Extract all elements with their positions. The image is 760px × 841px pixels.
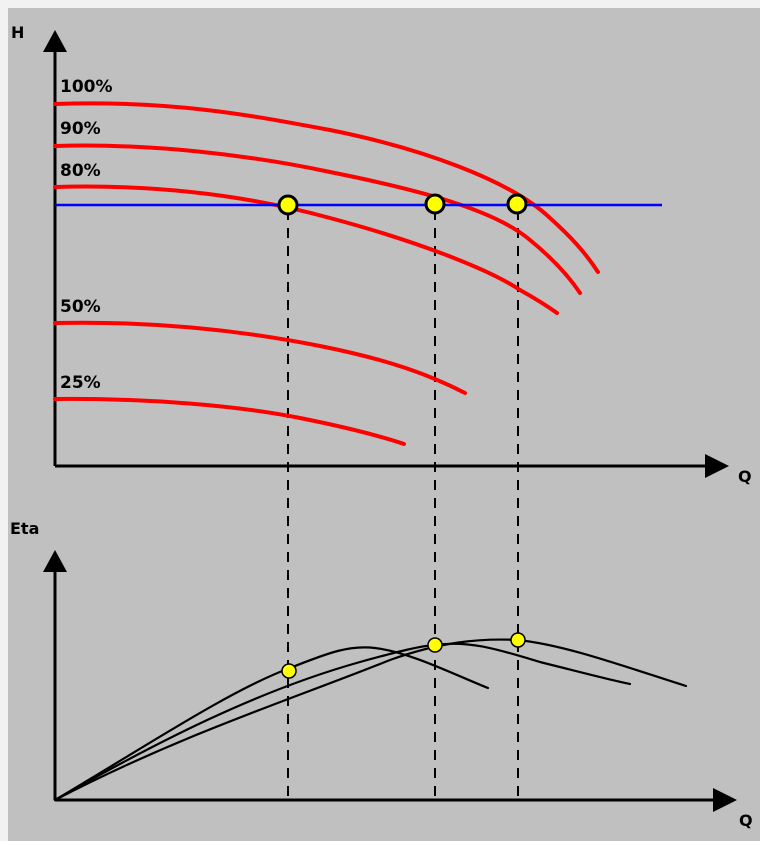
efficiency-point-90-marker [427,637,443,653]
efficiency-chart: Eta Q [10,519,753,830]
curve-label-80: 80% [60,161,101,181]
head-x-axis-arrow-icon [705,454,729,478]
efficiency-curve-100 [53,638,688,802]
head-y-axis-label: H [11,23,24,42]
eta-x-axis-label: Q [739,811,753,830]
efficiency-curve-80 [53,646,490,802]
head-x-axis-label: Q [738,467,752,486]
operating-point-80-marker [277,194,299,216]
efficiency-point-100-marker [510,632,526,648]
pump-curve-90 [53,143,582,295]
head-chart: H Q 100% 90% 80% 50% 25% [11,23,752,800]
operating-point-90-marker [424,193,446,215]
efficiency-point-80-marker [281,663,297,679]
curve-label-25: 25% [60,373,101,393]
pump-curve-80 [53,184,559,315]
curve-label-100: 100% [60,77,113,97]
pump-curve-50 [53,320,467,395]
operating-point-100-marker [506,193,528,215]
eta-y-axis-label: Eta [10,519,39,538]
head-y-axis-arrow-icon [43,30,67,52]
diagram-background [8,8,760,841]
pump-curve-100 [53,101,600,274]
eta-y-axis-arrow-icon [43,550,67,572]
efficiency-curve-90 [53,642,632,802]
pump-curve-25 [53,396,406,446]
curve-label-50: 50% [60,297,101,317]
eta-x-axis-arrow-icon [713,788,737,812]
curve-label-90: 90% [60,119,101,139]
